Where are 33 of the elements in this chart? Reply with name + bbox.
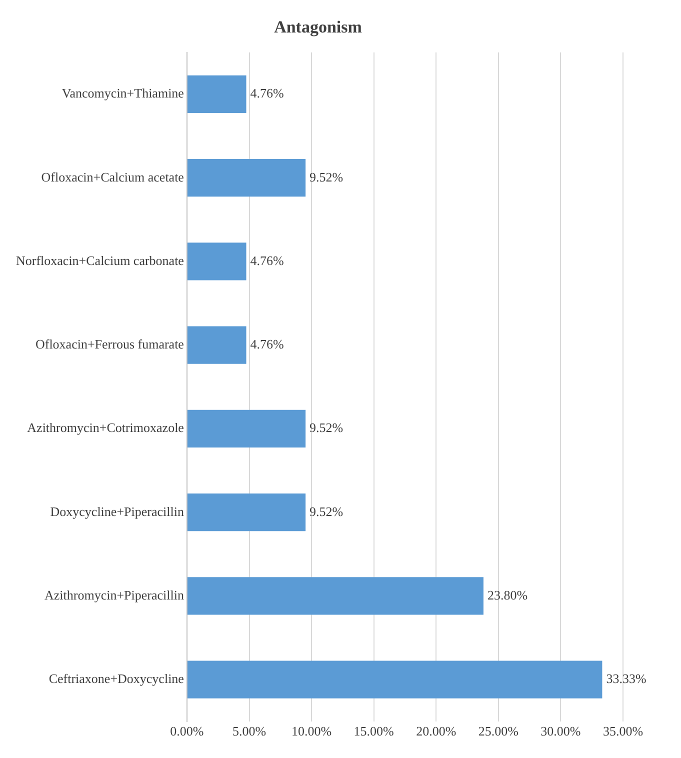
y-tick-label: Norfloxacin+Calcium carbonate <box>16 252 184 268</box>
x-tick-label: 20.00% <box>416 724 456 739</box>
data-label: 9.52% <box>310 169 344 184</box>
x-tick-label: 30.00% <box>540 724 581 739</box>
data-label: 4.76% <box>250 252 284 268</box>
y-tick-label: Vancomycin+Thiamine <box>62 86 184 101</box>
data-label: 4.76% <box>250 86 284 101</box>
bar <box>187 75 246 114</box>
data-label: 33.33% <box>606 671 646 686</box>
x-tick-label: 5.00% <box>232 724 266 739</box>
data-label: 9.52% <box>310 420 344 436</box>
bar <box>187 410 306 448</box>
y-tick-label: Ofloxacin+Calcium acetate <box>41 169 184 184</box>
bar <box>187 326 246 364</box>
y-tick-label: Ofloxacin+Ferrous fumarate <box>35 336 184 352</box>
bar <box>187 159 306 197</box>
x-tick-label: 35.00% <box>602 724 644 739</box>
y-tick-label: Azithromycin+Piperacillin <box>44 587 184 602</box>
data-label: 9.52% <box>310 504 344 519</box>
x-tick-label: 10.00% <box>291 724 332 739</box>
y-tick-label: Ceftriaxone+Doxycycline <box>48 671 184 686</box>
x-tick-label: 0.00% <box>170 724 204 739</box>
bar <box>187 494 306 532</box>
x-tick-label: 15.00% <box>354 724 394 739</box>
data-label: 23.80% <box>487 587 528 602</box>
bar <box>187 660 602 698</box>
data-label: 4.76% <box>250 336 284 352</box>
x-tick-label: 25.00% <box>478 724 519 739</box>
bar <box>187 577 484 615</box>
y-tick-label: Doxycycline+Piperacillin <box>50 504 184 519</box>
y-tick-label: Azithromycin+Cotrimoxazole <box>27 420 184 436</box>
bar <box>187 242 246 280</box>
chart-title: Antagonism <box>274 18 362 37</box>
